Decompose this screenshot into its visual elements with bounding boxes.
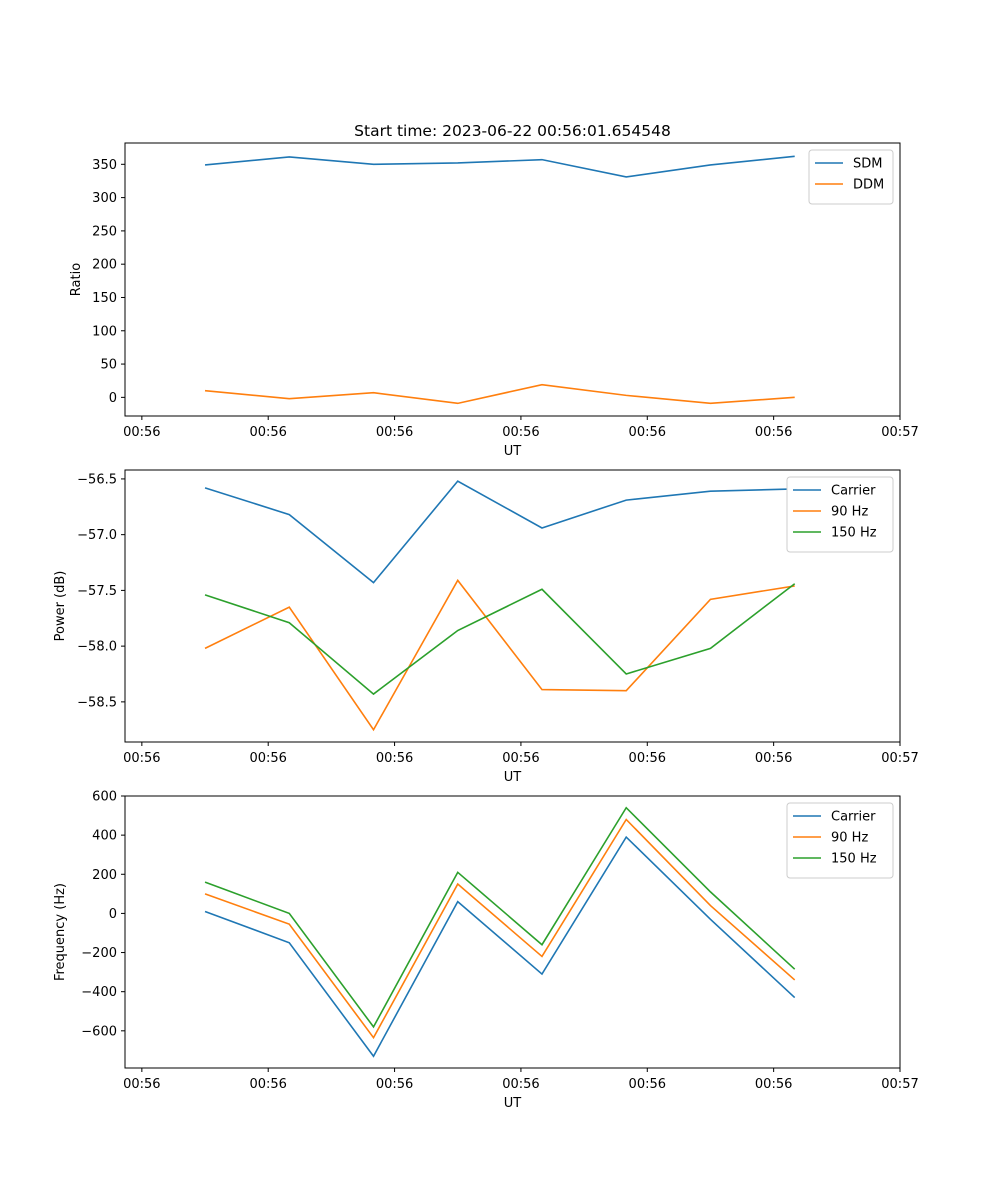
- frequency-y-tick-label: 0: [109, 907, 117, 922]
- ratio-legend: SDM DDM: [808, 149, 894, 205]
- power-y-tick-label: −57.0: [77, 528, 117, 543]
- ratio-x-tick-label: 00:56: [502, 425, 539, 440]
- frequency-x-tick-label: 00:57: [881, 1077, 918, 1092]
- power-x-axis-label: UT: [504, 770, 522, 785]
- power-legend-label-carrier: Carrier: [831, 484, 876, 499]
- power-x-tick-label: 00:57: [881, 751, 918, 766]
- frequency-y-tick-label: 200: [92, 868, 117, 883]
- ratio-x-tick-label: 00:57: [881, 425, 918, 440]
- power-x-tick-label: 00:56: [755, 751, 792, 766]
- chart-title: Start time: 2023-06-22 00:56:01.654548: [354, 122, 671, 140]
- frequency-y-tick-label: −400: [81, 985, 117, 1000]
- ratio-y-tick-label: 100: [92, 324, 117, 339]
- power-legend-label-90-hz: 90 Hz: [831, 505, 868, 520]
- frequency-legend-box: [786, 802, 894, 879]
- frequency-y-tick-label: −600: [81, 1024, 117, 1039]
- frequency-x-axis-label: UT: [504, 1096, 522, 1111]
- power-y-tick-label: −56.5: [77, 472, 117, 487]
- power-y-tick-label: −57.5: [77, 584, 117, 599]
- ratio-y-tick-label: 300: [92, 191, 117, 206]
- power-x-tick-label: 00:56: [376, 751, 413, 766]
- ratio-series-ddm-line: [204, 383, 795, 405]
- frequency-legend-label-90-hz: 90 Hz: [831, 831, 868, 846]
- ratio-y-tick-label: 350: [92, 158, 117, 173]
- ratio-y-tick-label: 150: [92, 291, 117, 306]
- ratio-panel: 00:56 00:56 00:56 00:56 00:56 00:56 00:57 0 50 10…: [69, 122, 919, 459]
- ratio-x-tick-label: 00:56: [249, 425, 286, 440]
- power-x-tick-label: 00:56: [502, 751, 539, 766]
- power-axes-frame: [124, 469, 901, 743]
- ratio-axes-frame: [124, 142, 901, 417]
- ratio-series-sdm-line: [204, 155, 795, 178]
- frequency-x-tick-label: 00:56: [629, 1077, 666, 1092]
- frequency-legend: Carrier 90 Hz 150 Hz: [786, 802, 894, 879]
- power-x-tick-label: 00:56: [249, 751, 286, 766]
- frequency-legend-label-150-hz: 150 Hz: [831, 852, 877, 867]
- ratio-x-tick-label: 00:56: [123, 425, 160, 440]
- frequency-x-tick-label: 00:56: [755, 1077, 792, 1092]
- ratio-y-tick-label: 200: [92, 258, 117, 273]
- frequency-x-tick-label: 00:56: [123, 1077, 160, 1092]
- frequency-y-tick-label: 400: [92, 829, 117, 844]
- power-y-axis-label: Power (dB): [53, 571, 68, 642]
- ratio-legend-label-sdm: SDM: [853, 157, 882, 172]
- power-x-tick-label: 00:56: [123, 751, 160, 766]
- ratio-x-axis-label: UT: [504, 444, 522, 459]
- power-series-90-hz-line: [204, 578, 795, 732]
- frequency-series-carrier-line: [204, 835, 796, 1058]
- power-y-tick-label: −58.5: [77, 695, 117, 710]
- power-x-tick-label: 00:56: [629, 751, 666, 766]
- frequency-x-tick-label: 00:56: [249, 1077, 286, 1092]
- ratio-x-tick-label: 00:56: [376, 425, 413, 440]
- power-legend-label-150-hz: 150 Hz: [831, 526, 877, 541]
- frequency-y-axis-label: Frequency (Hz): [53, 883, 68, 981]
- frequency-series-90-hz-line: [204, 818, 796, 1040]
- power-legend-box: [786, 476, 894, 553]
- frequency-x-tick-label: 00:56: [376, 1077, 413, 1092]
- power-panel: 00:56 00:56 00:56 00:56 00:56 00:56 00:57 −58.5…: [53, 469, 919, 785]
- frequency-x-tick-label: 00:56: [502, 1077, 539, 1092]
- ratio-y-tick-label: 250: [92, 224, 117, 239]
- frequency-panel: 00:56 00:56 00:56 00:56 00:56 00:56 00:57 −600 −…: [53, 790, 919, 1112]
- power-series-carrier-line: [204, 480, 795, 584]
- ratio-y-axis-label: Ratio: [69, 263, 84, 296]
- frequency-legend-label-carrier: Carrier: [831, 810, 876, 825]
- power-series-150-hz-line: [204, 583, 796, 696]
- power-legend: Carrier 90 Hz 150 Hz: [786, 476, 894, 553]
- ratio-y-tick-label: 50: [100, 358, 117, 373]
- ratio-legend-label-ddm: DDM: [853, 178, 884, 193]
- frequency-y-tick-label: −200: [81, 946, 117, 961]
- ratio-x-tick-label: 00:56: [755, 425, 792, 440]
- frequency-axes-frame: [124, 795, 901, 1069]
- ratio-x-tick-label: 00:56: [629, 425, 666, 440]
- ratio-y-tick-label: 0: [109, 391, 117, 406]
- frequency-series-150-hz-line: [204, 806, 796, 1029]
- frequency-y-tick-label: 600: [92, 790, 117, 805]
- power-y-tick-label: −58.0: [77, 640, 117, 655]
